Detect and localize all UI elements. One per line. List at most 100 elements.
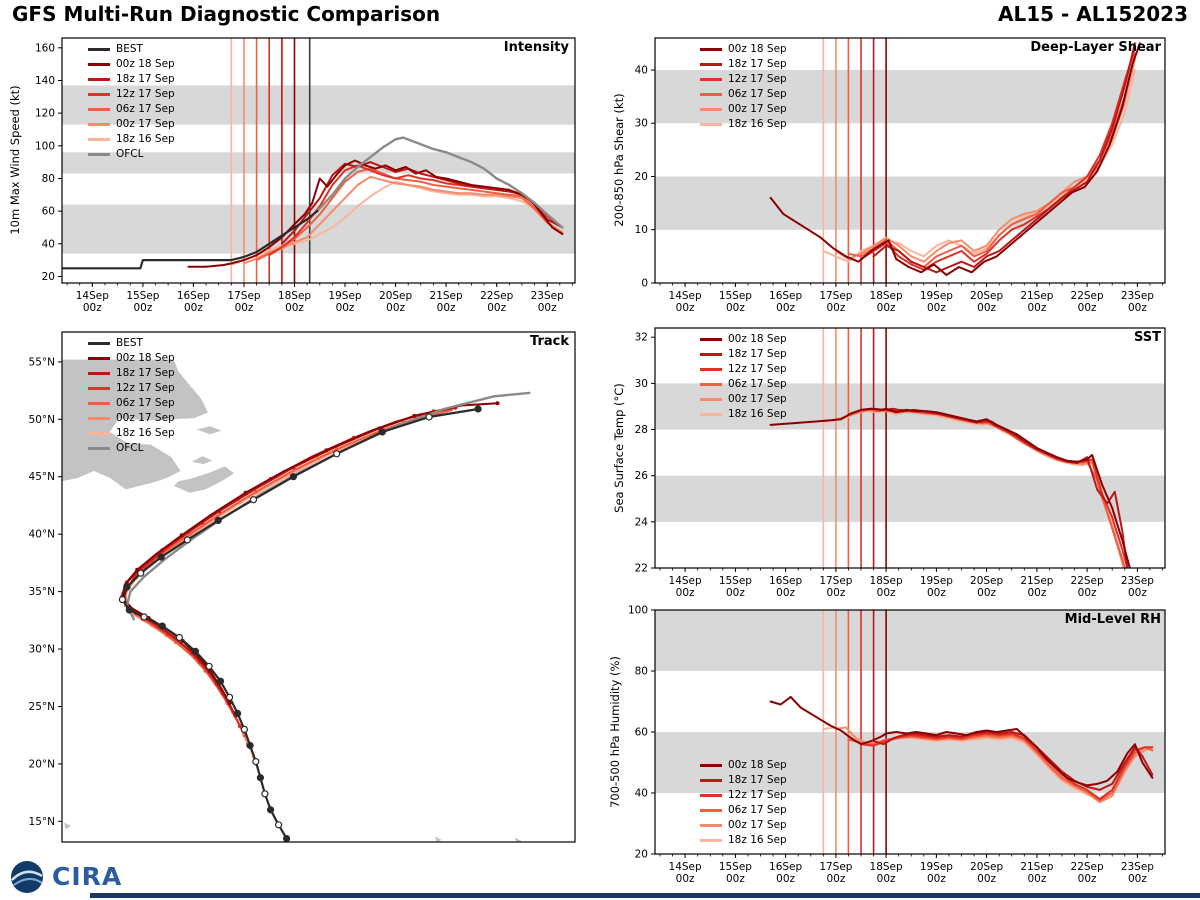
svg-text:18Sep: 18Sep xyxy=(870,861,903,873)
svg-text:17Sep: 17Sep xyxy=(819,290,852,302)
legend-label: 18z 17 Sep xyxy=(728,774,787,786)
legend-item: 00z 17 Sep xyxy=(88,411,175,425)
cira-logo-text: CIRA xyxy=(52,862,123,891)
svg-text:00z: 00z xyxy=(826,587,845,599)
svg-text:00z: 00z xyxy=(285,302,304,314)
svg-text:00z: 00z xyxy=(676,302,695,314)
legend-item: 12z 17 Sep xyxy=(88,381,175,395)
legend-swatch xyxy=(700,382,722,386)
svg-text:00z: 00z xyxy=(726,587,745,599)
legend-swatch xyxy=(700,412,722,416)
legend-label: 06z 17 Sep xyxy=(728,378,787,390)
legend-swatch xyxy=(88,122,110,126)
page-title: GFS Multi-Run Diagnostic Comparison xyxy=(12,2,441,26)
legend-label: 12z 17 Sep xyxy=(116,382,175,394)
legend-swatch xyxy=(700,823,722,827)
legend-swatch xyxy=(88,446,110,450)
legend-swatch xyxy=(88,62,110,66)
svg-text:00z: 00z xyxy=(826,302,845,314)
intensity-legend: BEST 00z 18 Sep 18z 17 Sep 12z 17 Sep 06z 17… xyxy=(88,42,175,161)
svg-text:160: 160 xyxy=(35,42,55,54)
svg-text:20: 20 xyxy=(635,171,648,183)
svg-text:16Sep: 16Sep xyxy=(769,290,802,302)
shear-panel-title: Deep-Layer Shear xyxy=(1030,40,1161,55)
svg-text:00z: 00z xyxy=(1027,873,1046,885)
legend-label: OFCL xyxy=(116,442,144,454)
sst-panel-title: SST xyxy=(1133,330,1161,345)
svg-text:20°N: 20°N xyxy=(29,758,55,770)
svg-text:22: 22 xyxy=(635,563,648,575)
svg-text:100: 100 xyxy=(628,605,648,617)
svg-text:00z: 00z xyxy=(1128,587,1147,599)
svg-text:32: 32 xyxy=(635,332,648,344)
svg-text:14Sep: 14Sep xyxy=(669,290,702,302)
legend-item: 18z 16 Sep xyxy=(88,132,175,146)
legend-label: 00z 18 Sep xyxy=(728,333,787,345)
legend-swatch xyxy=(700,763,722,767)
footer-bar xyxy=(90,893,1200,898)
legend-swatch xyxy=(88,356,110,360)
legend-label: 12z 17 Sep xyxy=(116,88,175,100)
svg-text:80: 80 xyxy=(635,666,648,678)
svg-text:15Sep: 15Sep xyxy=(126,290,159,302)
intensity-y-axis-label: 10m Max Wind Speed (kt) xyxy=(8,85,22,235)
svg-text:40: 40 xyxy=(635,788,648,800)
legend-label: 06z 17 Sep xyxy=(728,804,787,816)
track-legend: BEST 00z 18 Sep 18z 17 Sep 12z 17 Sep 06z 17… xyxy=(88,336,175,455)
legend-item: 18z 17 Sep xyxy=(700,57,787,71)
legend-label: 06z 17 Sep xyxy=(116,397,175,409)
svg-text:15°N: 15°N xyxy=(29,816,55,828)
legend-label: OFCL xyxy=(116,148,144,160)
svg-text:80: 80 xyxy=(42,173,55,185)
legend-item: 12z 17 Sep xyxy=(700,72,787,86)
svg-text:00z: 00z xyxy=(977,873,996,885)
legend-swatch xyxy=(88,386,110,390)
legend-label: 00z 17 Sep xyxy=(728,103,787,115)
legend-item: 18z 17 Sep xyxy=(88,366,175,380)
svg-text:14Sep: 14Sep xyxy=(669,575,702,587)
svg-text:23Sep: 23Sep xyxy=(1121,861,1154,873)
svg-text:21Sep: 21Sep xyxy=(430,290,463,302)
legend-label: 18z 17 Sep xyxy=(728,348,787,360)
legend-swatch xyxy=(88,371,110,375)
legend-swatch xyxy=(700,793,722,797)
legend-label: BEST xyxy=(116,337,143,349)
rh-legend: 00z 18 Sep 18z 17 Sep 12z 17 Sep 06z 17 Sep… xyxy=(700,758,787,847)
svg-text:00z: 00z xyxy=(487,302,506,314)
legend-swatch xyxy=(700,397,722,401)
svg-text:00z: 00z xyxy=(826,873,845,885)
svg-text:20Sep: 20Sep xyxy=(970,861,1003,873)
svg-text:10: 10 xyxy=(635,224,648,236)
svg-text:15Sep: 15Sep xyxy=(719,290,752,302)
legend-swatch xyxy=(88,341,110,345)
legend-item: BEST xyxy=(88,42,175,56)
svg-text:23Sep: 23Sep xyxy=(1121,575,1154,587)
svg-text:00z: 00z xyxy=(1078,587,1097,599)
rh-y-axis-label: 700-500 hPa Humidity (%) xyxy=(608,656,622,808)
svg-text:45°N: 45°N xyxy=(29,471,55,483)
svg-text:16Sep: 16Sep xyxy=(177,290,210,302)
svg-text:00z: 00z xyxy=(1078,873,1097,885)
svg-text:00z: 00z xyxy=(184,302,203,314)
svg-text:25°N: 25°N xyxy=(29,701,55,713)
svg-text:21Sep: 21Sep xyxy=(1020,290,1053,302)
legend-swatch xyxy=(700,107,722,111)
svg-text:21Sep: 21Sep xyxy=(1020,861,1053,873)
svg-text:00z: 00z xyxy=(235,302,254,314)
svg-text:20: 20 xyxy=(42,271,55,283)
svg-text:00z: 00z xyxy=(676,873,695,885)
svg-text:00z: 00z xyxy=(1027,587,1046,599)
svg-text:00z: 00z xyxy=(927,873,946,885)
svg-text:00z: 00z xyxy=(538,302,557,314)
svg-text:40: 40 xyxy=(635,65,648,77)
svg-text:19Sep: 19Sep xyxy=(920,575,953,587)
svg-text:16Sep: 16Sep xyxy=(769,575,802,587)
svg-text:19Sep: 19Sep xyxy=(920,861,953,873)
svg-text:00z: 00z xyxy=(1078,302,1097,314)
legend-label: 00z 17 Sep xyxy=(728,819,787,831)
svg-text:00z: 00z xyxy=(726,302,745,314)
shear-y-axis-label: 200-850 hPa Shear (kt) xyxy=(612,93,626,227)
legend-label: 12z 17 Sep xyxy=(728,73,787,85)
legend-item: BEST xyxy=(88,336,175,350)
rh-chart: 2040608010014Sep00z15Sep00z16Sep00z17Sep… xyxy=(628,605,1166,885)
